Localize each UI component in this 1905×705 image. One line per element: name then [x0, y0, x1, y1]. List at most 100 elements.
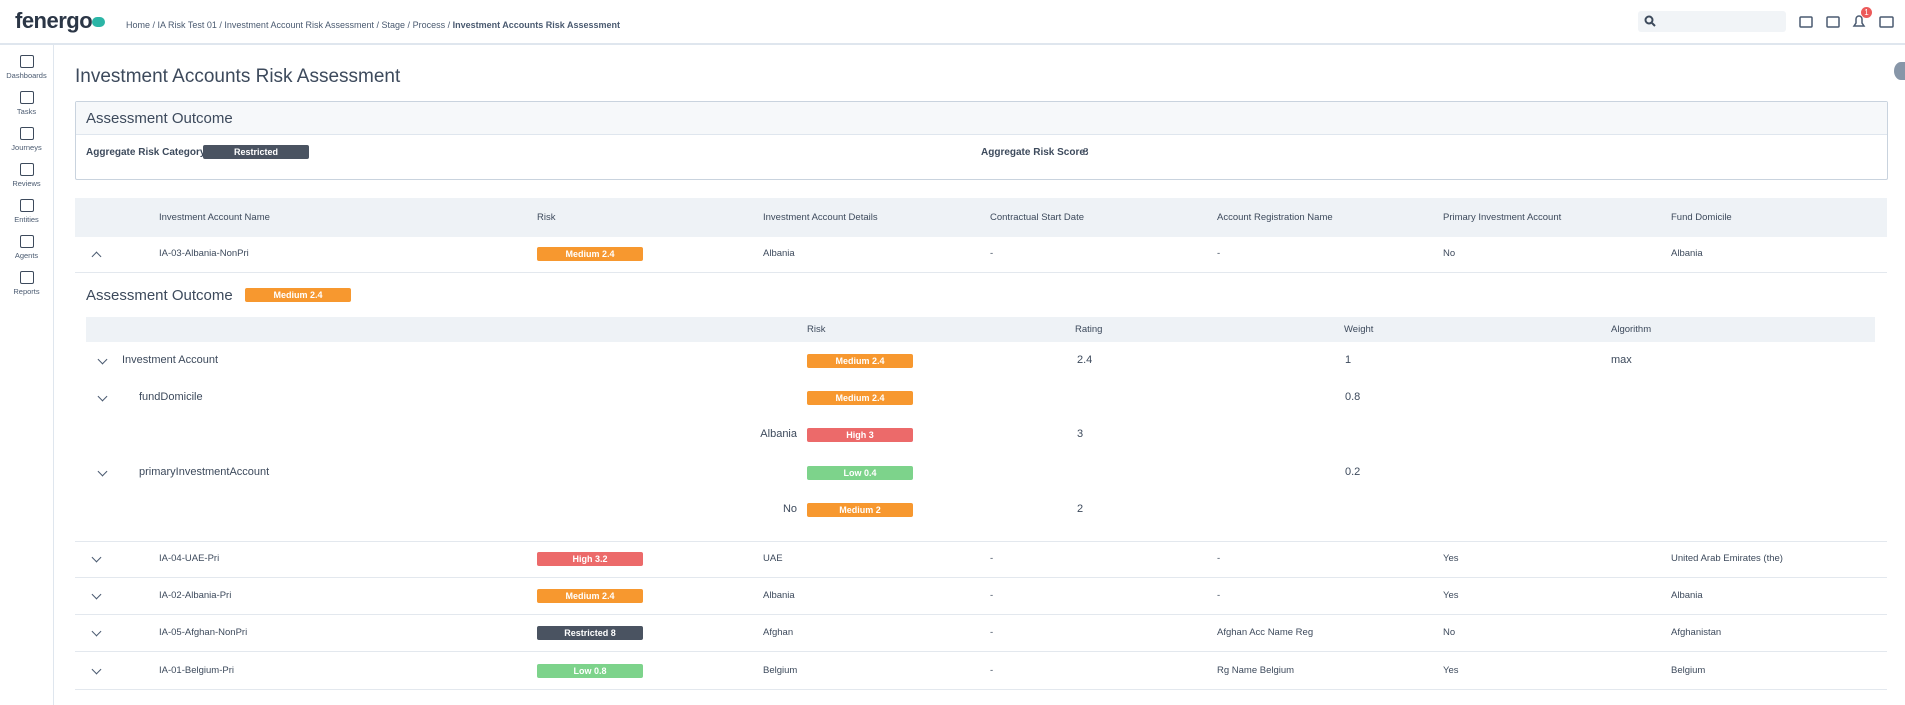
- column-header: Investment Account Details: [763, 212, 878, 223]
- nav-item[interactable]: Entities: [14, 215, 39, 224]
- nav-item[interactable]: Journeys: [11, 143, 42, 152]
- score-value: 8: [1083, 147, 1089, 158]
- cell: Belgium: [1671, 665, 1706, 676]
- cell: Albania: [763, 590, 795, 601]
- outcome-title: Assessment Outcome: [86, 110, 233, 127]
- search-icon: [1644, 15, 1656, 27]
- outcome-head: [76, 102, 1887, 135]
- nav-item[interactable]: Reviews: [12, 179, 41, 188]
- risk-badge: High 3.2: [537, 552, 643, 566]
- breadcrumb-item[interactable]: IA Risk Test 01: [158, 20, 225, 30]
- side-toggle[interactable]: [1894, 62, 1905, 80]
- expand-toggle[interactable]: [91, 589, 102, 600]
- nav-icon: [20, 271, 34, 284]
- breadcrumb-item[interactable]: Stage: [382, 20, 413, 30]
- cell: -: [990, 553, 994, 564]
- nav-item[interactable]: Tasks: [16, 107, 37, 116]
- outcome-box: [75, 101, 1888, 180]
- nav-icon: [20, 91, 34, 104]
- expand-toggle[interactable]: [91, 626, 102, 637]
- header-icons[interactable]: [1798, 14, 1898, 30]
- cell: Albania: [1671, 590, 1703, 601]
- column-header: Contractual Start Date: [990, 212, 1084, 223]
- cell: Afghan: [763, 627, 794, 638]
- breadcrumb-item[interactable]: Investment Accounts Risk Assessment: [452, 20, 620, 30]
- cell: No: [1443, 248, 1456, 259]
- expand-toggle[interactable]: [91, 664, 102, 675]
- sidebar: [0, 45, 54, 705]
- nav-icon: [20, 199, 34, 212]
- detail-column-header: Rating: [1075, 324, 1103, 335]
- cell: Yes: [1443, 665, 1459, 676]
- breadcrumb: HomeIA Risk Test 01Investment Account Ri…: [126, 15, 620, 33]
- breadcrumb-item[interactable]: Home: [126, 20, 158, 30]
- expand-toggle[interactable]: [97, 466, 108, 477]
- column-header: Account Registration Name: [1217, 212, 1333, 223]
- cell: Yes: [1443, 590, 1459, 601]
- rating: 2: [1077, 503, 1084, 515]
- cell: -: [990, 627, 994, 638]
- row-separator: [75, 689, 1887, 690]
- table-head: [75, 198, 1887, 237]
- nav-item[interactable]: Reports: [13, 287, 40, 296]
- nav-icon: [20, 127, 34, 140]
- cell: IA-04-UAE-Pri: [159, 553, 220, 564]
- factor-label: Investment Account: [122, 354, 218, 366]
- nav-item[interactable]: Dashboards: [6, 71, 47, 80]
- risk-badge: Low 0.8: [537, 664, 643, 678]
- cell: Afghan Acc Name Reg: [1217, 627, 1314, 638]
- factor-label: primaryInvestmentAccount: [139, 466, 270, 478]
- algorithm: max: [1611, 354, 1632, 366]
- risk-badge: Medium 2: [807, 503, 913, 517]
- risk-badge: Restricted 8: [537, 626, 643, 640]
- rating: 2.4: [1077, 354, 1093, 366]
- risk-badge: Medium 2.4: [537, 247, 643, 261]
- value-label: No: [782, 503, 797, 515]
- cell: UAE: [763, 553, 783, 564]
- cell: No: [1443, 627, 1456, 638]
- expand-toggle[interactable]: [91, 251, 102, 262]
- cell: IA-03-Albania-NonPri: [159, 248, 249, 259]
- search-box[interactable]: [1638, 11, 1786, 32]
- column-header: Investment Account Name: [159, 212, 270, 223]
- detail-column-header: Risk: [807, 324, 826, 335]
- row-separator: [75, 272, 1887, 273]
- risk-badge: Medium 2.4: [807, 354, 913, 368]
- column-header: Fund Domicile: [1671, 212, 1732, 223]
- risk-badge: Restricted: [203, 145, 309, 159]
- cell: Afghanistan: [1671, 627, 1722, 638]
- cell: -: [990, 590, 994, 601]
- notification-count: 1: [1861, 7, 1872, 18]
- expand-toggle[interactable]: [97, 391, 108, 402]
- row-separator: [75, 577, 1887, 578]
- expand-toggle[interactable]: [91, 552, 102, 563]
- expand-toggle[interactable]: [97, 354, 108, 365]
- score-label: Aggregate Risk Score:: [981, 147, 1089, 158]
- category-label: Aggregate Risk Category:: [86, 147, 209, 158]
- cell: Rg Name Belgium: [1217, 665, 1295, 676]
- risk-badge: Medium 2.4: [245, 288, 351, 302]
- detail-head: [86, 317, 1875, 342]
- nav-icon: [20, 163, 34, 176]
- cell: -: [990, 248, 994, 259]
- row-separator: [75, 614, 1887, 615]
- weight: 1: [1345, 354, 1352, 366]
- breadcrumb-item[interactable]: Process: [413, 20, 453, 30]
- factor-label: fundDomicile: [139, 391, 203, 403]
- column-header: Primary Investment Account: [1443, 212, 1562, 223]
- risk-badge: Medium 2.4: [807, 391, 913, 405]
- breadcrumb-item[interactable]: Investment Account Risk Assessment: [224, 20, 381, 30]
- nav-icon: [20, 55, 34, 68]
- value-label: Albania: [760, 428, 797, 440]
- cell: Belgium: [763, 665, 798, 676]
- nav-item[interactable]: Agents: [14, 251, 39, 260]
- top-bar: [0, 0, 1905, 45]
- logo-dot: [92, 17, 105, 27]
- cell: Albania: [1671, 248, 1703, 259]
- cell: IA-01-Belgium-Pri: [159, 665, 234, 676]
- cell: -: [1217, 590, 1221, 601]
- cell: United Arab Emirates (the): [1671, 553, 1783, 564]
- detail-column-header: Algorithm: [1611, 324, 1652, 335]
- page-title: Investment Accounts Risk Assessment: [75, 66, 401, 87]
